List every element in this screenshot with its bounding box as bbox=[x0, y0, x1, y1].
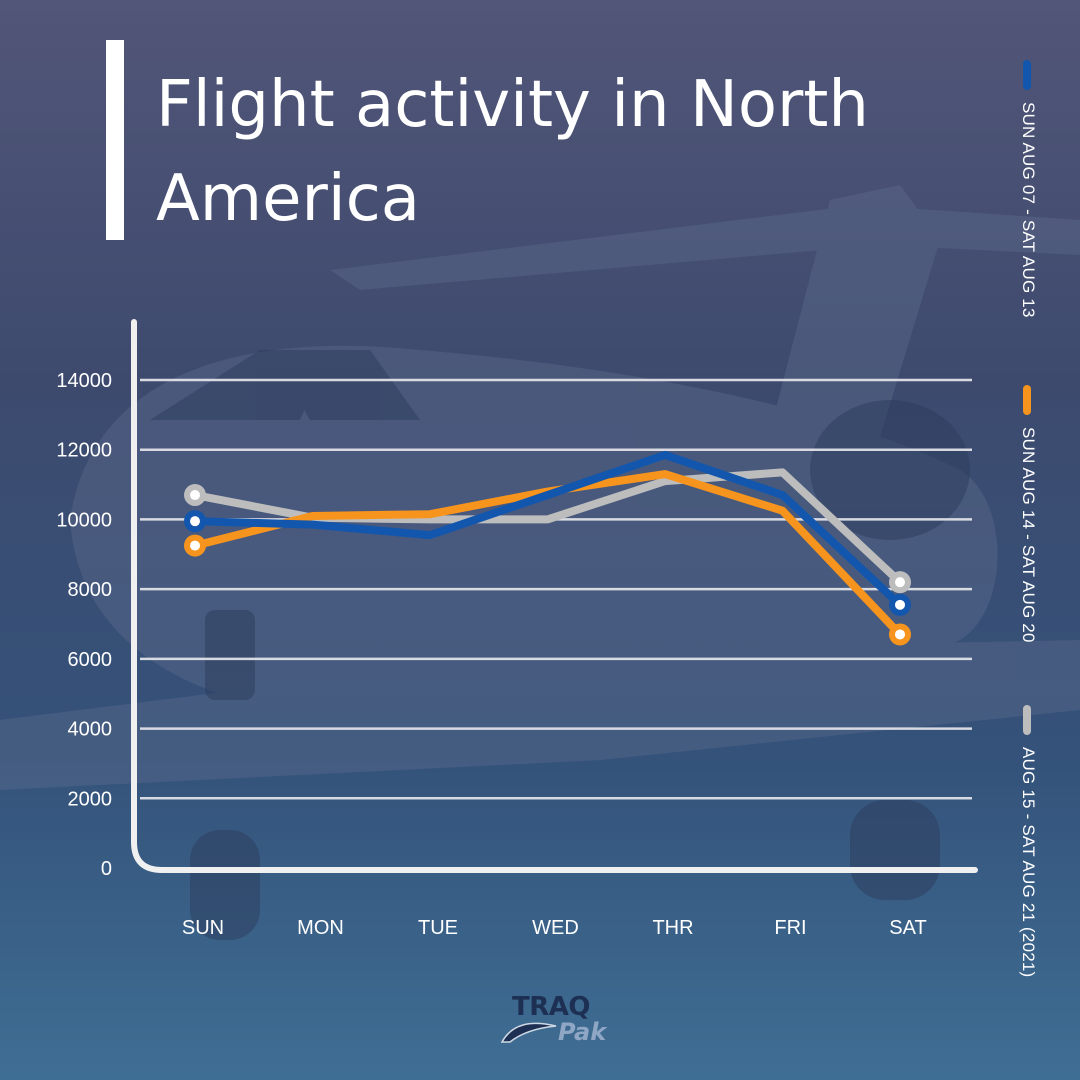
data-point-marker-center bbox=[895, 577, 905, 588]
y-tick-label: 8000 bbox=[68, 579, 113, 601]
data-point-marker-center bbox=[190, 490, 200, 501]
series-line bbox=[191, 450, 904, 609]
y-tick-label: 12000 bbox=[56, 440, 112, 462]
legend-swatch-gray bbox=[1023, 705, 1031, 735]
traqpak-logo: TRAQ Pak bbox=[500, 992, 620, 1052]
legend-label: SUN AUG 07 - SAT AUG 13 bbox=[1019, 102, 1038, 318]
data-point-marker-center bbox=[190, 516, 200, 527]
title-accent-bar bbox=[106, 40, 124, 240]
x-tick-label: MON bbox=[297, 917, 344, 939]
legend-label: SUN AUG 14 - SAT AUG 20 bbox=[1019, 427, 1038, 643]
chart-legend: SUN AUG 07 - SAT AUG 13 SUN AUG 14 - SAT… bbox=[1010, 60, 1050, 1040]
y-tick-label: 2000 bbox=[68, 788, 113, 810]
x-tick-label: TUE bbox=[418, 917, 458, 939]
y-tick-label: 14000 bbox=[56, 370, 112, 392]
x-tick-label: THR bbox=[652, 917, 693, 939]
data-point-marker-center bbox=[895, 599, 905, 610]
y-tick-label: 10000 bbox=[56, 509, 112, 531]
logo-wing-icon bbox=[500, 1022, 557, 1043]
y-tick-label: 4000 bbox=[68, 719, 113, 741]
logo-text-traq: TRAQ bbox=[512, 992, 590, 1022]
y-tick-label: 0 bbox=[101, 858, 112, 880]
x-tick-label: SAT bbox=[889, 917, 926, 939]
legend-label: AUG 15 - SAT AUG 21 (2021) bbox=[1019, 747, 1038, 978]
legend-swatch-blue bbox=[1023, 60, 1031, 90]
chart-title: Flight activity in North America bbox=[156, 68, 869, 236]
data-point-marker-center bbox=[190, 540, 200, 551]
data-point-marker-center bbox=[895, 629, 905, 640]
x-tick-label: SUN bbox=[182, 917, 224, 939]
chart-axis bbox=[131, 319, 978, 873]
x-tick-label: FRI bbox=[774, 917, 806, 939]
x-tick-label: WED bbox=[532, 917, 579, 939]
legend-swatch-orange bbox=[1023, 385, 1031, 415]
y-tick-label: 6000 bbox=[68, 649, 113, 671]
logo-text-pak: Pak bbox=[558, 1018, 607, 1046]
